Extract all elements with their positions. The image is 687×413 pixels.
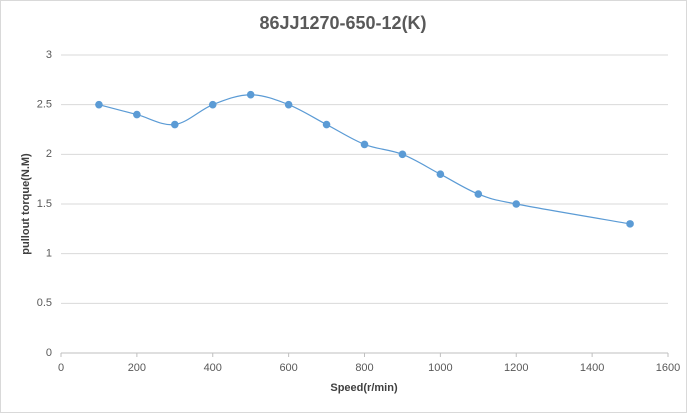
- y-tick-label: 0.5: [37, 297, 52, 309]
- x-tick-label: 200: [128, 362, 146, 374]
- x-tick-label: 1200: [504, 362, 528, 374]
- data-point: [322, 120, 331, 129]
- x-tick-label: 400: [204, 362, 222, 374]
- x-tick-label: 0: [58, 362, 64, 374]
- y-tick-label: 2: [46, 148, 52, 160]
- data-point: [208, 100, 217, 109]
- data-point: [398, 150, 407, 159]
- x-axis-title: Speed(r/min): [330, 382, 398, 394]
- data-point: [626, 220, 634, 228]
- y-tick-label: 1: [46, 248, 52, 260]
- data-point: [171, 120, 179, 129]
- data-point: [246, 90, 255, 99]
- y-tick-label: 2.5: [37, 99, 52, 111]
- data-point: [95, 100, 103, 109]
- y-tick-label: 1.5: [37, 198, 52, 210]
- y-tick-label: 0: [46, 347, 52, 359]
- x-tick-label: 1600: [656, 362, 680, 374]
- x-tick-label: 800: [355, 362, 373, 374]
- x-tick-label: 1000: [428, 362, 452, 374]
- data-point: [360, 140, 369, 149]
- data-point: [474, 190, 483, 198]
- data-point: [133, 110, 141, 119]
- y-tick-label: 3: [46, 49, 52, 61]
- chart-title: 86JJ1270-650-12(K): [259, 13, 426, 33]
- data-point: [512, 200, 521, 208]
- y-axis-title: pullout torque(N.M): [20, 153, 32, 255]
- x-tick-label: 1400: [580, 362, 604, 374]
- x-tick-label: 600: [279, 362, 297, 374]
- data-point: [284, 100, 293, 109]
- data-point: [436, 170, 445, 178]
